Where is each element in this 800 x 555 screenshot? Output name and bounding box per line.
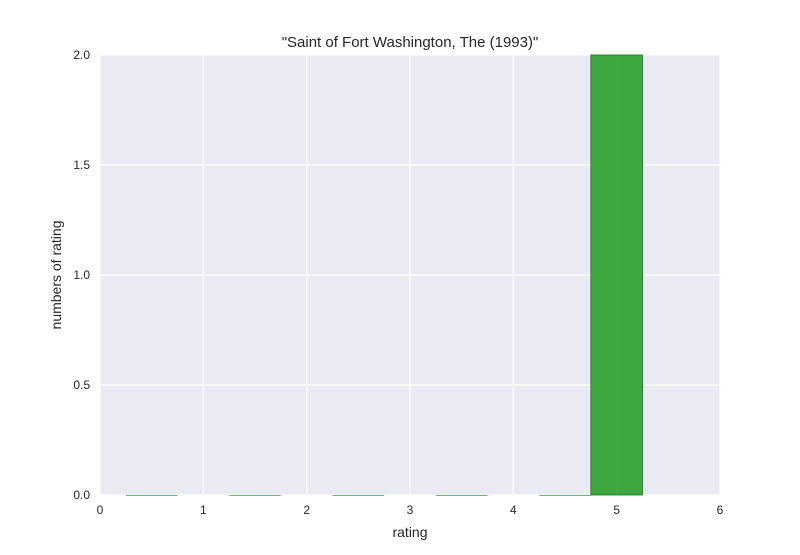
chart-title: "Saint of Fort Washington, The (1993)" — [282, 34, 539, 51]
x-tick-label: 5 — [613, 503, 620, 517]
y-tick-label: 2.0 — [73, 48, 90, 62]
y-tick-labels: 0.0 0.5 1.0 1.5 2.0 — [73, 48, 90, 502]
x-tick-label: 2 — [303, 503, 310, 517]
x-tick-label: 0 — [97, 503, 104, 517]
y-tick-label: 1.5 — [73, 158, 90, 172]
x-tick-label: 4 — [510, 503, 517, 517]
bar — [590, 54, 643, 496]
bar — [332, 495, 385, 496]
bars — [125, 54, 643, 496]
x-tick-label: 1 — [200, 503, 207, 517]
bar — [125, 495, 178, 496]
x-tick-labels: 0 1 2 3 4 5 6 — [97, 503, 724, 517]
x-axis-label: rating — [392, 524, 427, 540]
bar — [435, 495, 488, 496]
y-axis-label: numbers of rating — [48, 221, 64, 330]
y-tick-label: 1.0 — [73, 268, 90, 282]
bar — [539, 495, 591, 496]
bar — [229, 495, 281, 496]
x-tick-label: 3 — [407, 503, 414, 517]
y-tick-label: 0.5 — [73, 378, 90, 392]
x-tick-label: 6 — [717, 503, 724, 517]
y-tick-label: 0.0 — [73, 488, 90, 502]
